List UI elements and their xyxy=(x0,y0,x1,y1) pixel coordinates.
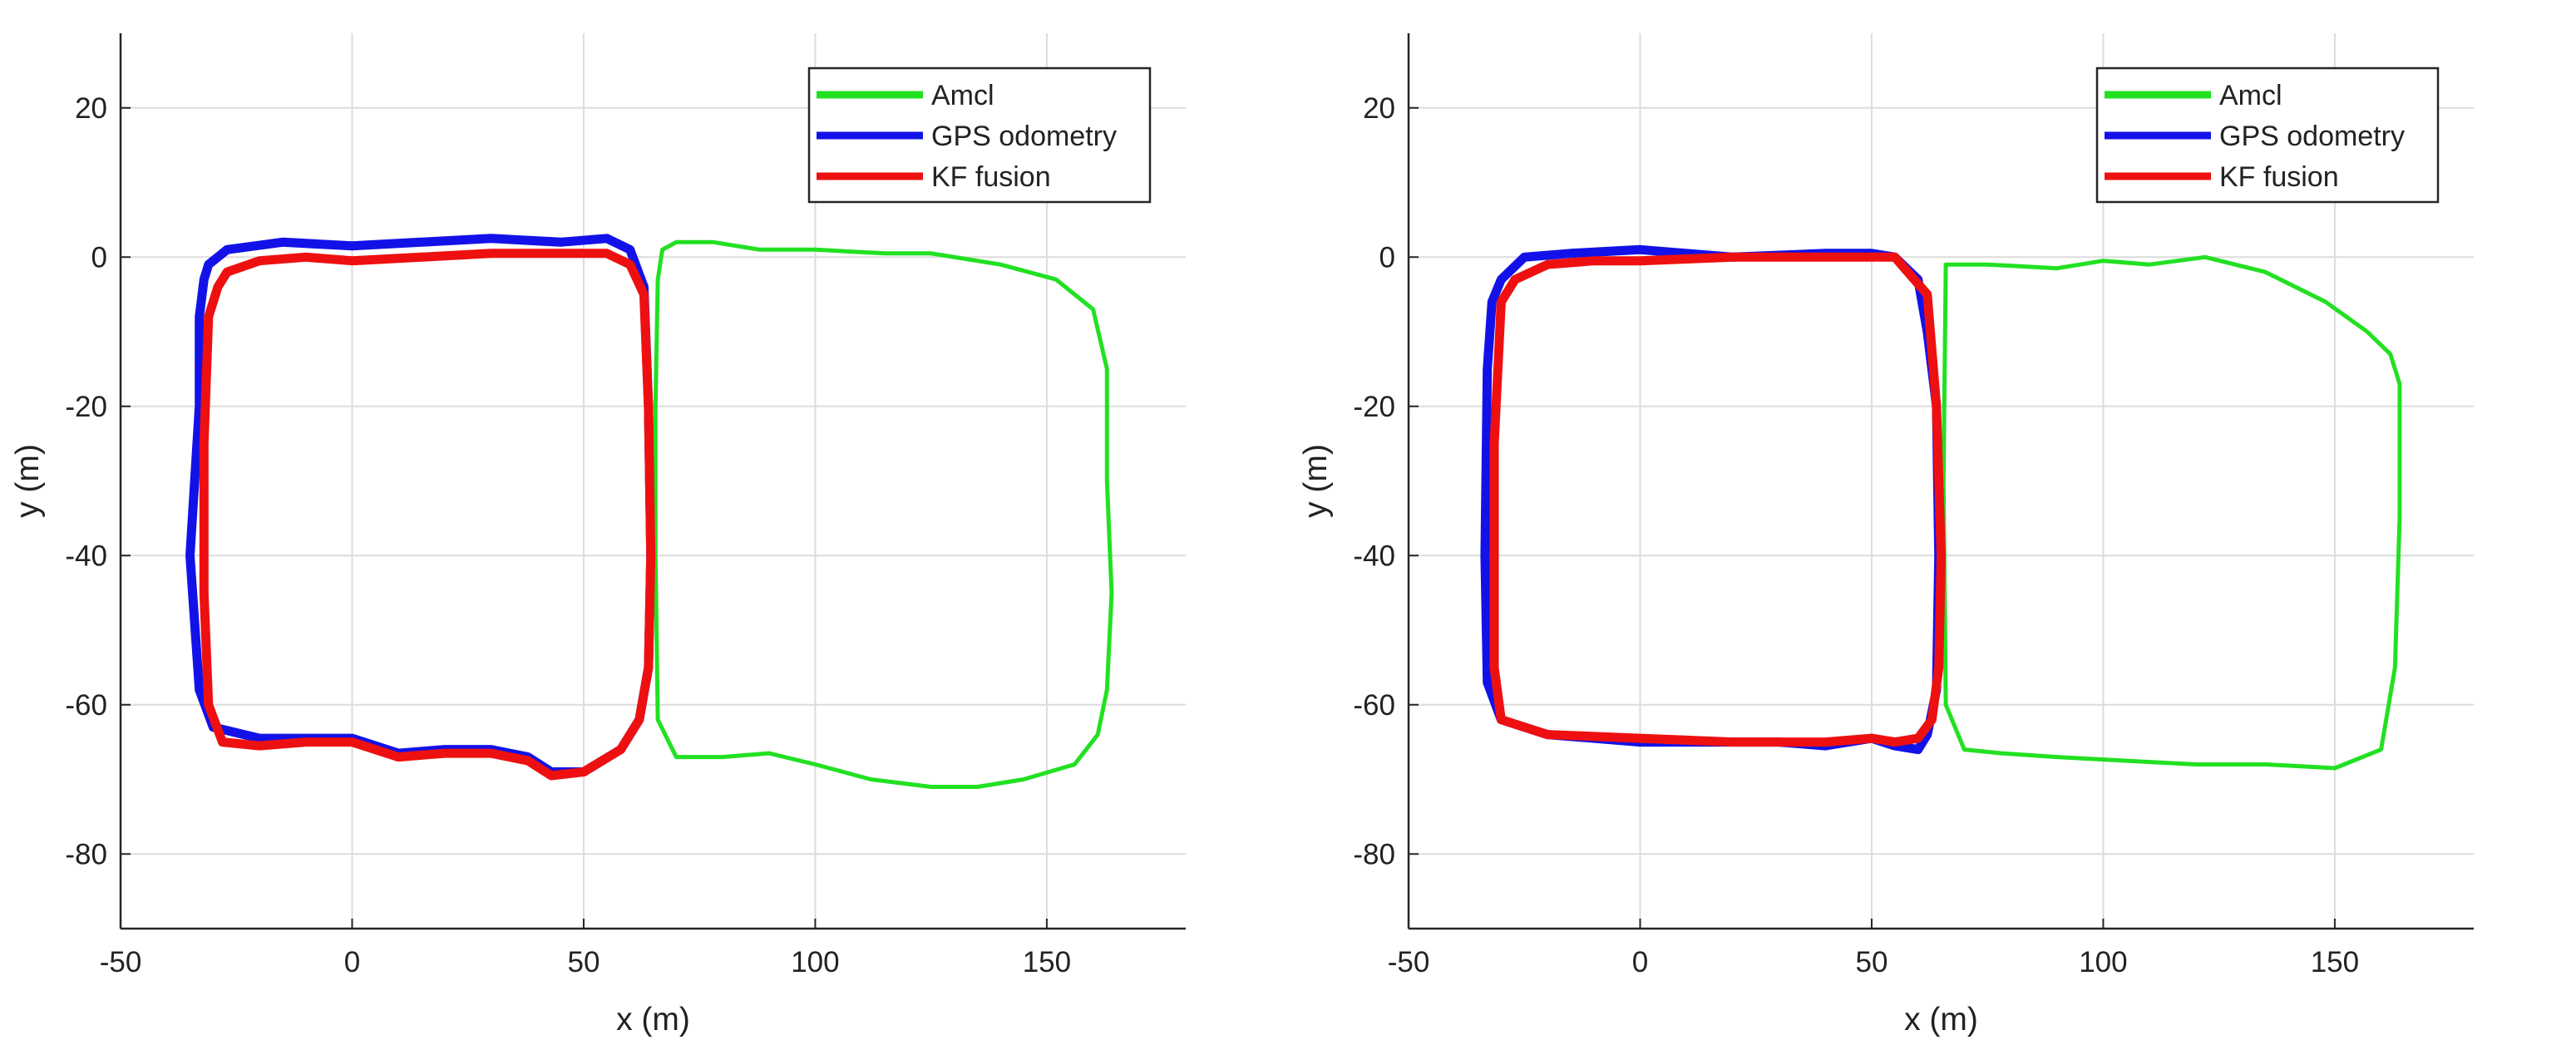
y-tick-label: -60 xyxy=(65,689,107,722)
x-tick-label: -50 xyxy=(100,946,142,978)
series-line-kf-fusion xyxy=(1489,252,1946,747)
y-tick-label: -80 xyxy=(65,838,107,870)
legend: Amcl GPS odometry KF fusion xyxy=(2095,67,2440,204)
legend-label: KF fusion xyxy=(931,161,1051,193)
y-tick-label: 0 xyxy=(91,241,107,274)
x-axis-label: x (m) xyxy=(616,1002,690,1038)
legend-label: KF fusion xyxy=(2219,161,2339,193)
x-tick-label: 50 xyxy=(567,946,600,978)
y-tick-label: -20 xyxy=(1353,391,1395,423)
chart-panel-left: -50 0 50 100 150 20 0 -20 -40 -60 -80 x (m) y (m) Amc… xyxy=(10,33,1186,1038)
legend-label: GPS odometry xyxy=(2219,121,2405,152)
x-tick-label: 0 xyxy=(1632,946,1648,978)
y-tick-label: -60 xyxy=(1353,689,1395,722)
x-tick-label: 150 xyxy=(1023,946,1071,978)
series-lines xyxy=(185,234,1114,789)
legend-label: Amcl xyxy=(2219,80,2282,111)
y-tick-label: -80 xyxy=(1353,838,1395,870)
x-tick-label: 100 xyxy=(2079,946,2127,978)
legend-label: GPS odometry xyxy=(931,121,1117,152)
x-tick-label: 50 xyxy=(1855,946,1888,978)
x-axis-label: x (m) xyxy=(1904,1002,1978,1038)
legend: Amcl GPS odometry KF fusion xyxy=(807,67,1152,204)
series-line-amcl xyxy=(653,239,1114,789)
x-tick-label: 150 xyxy=(2311,946,2359,978)
y-axis-label: y (m) xyxy=(1298,444,1334,518)
legend-label: Amcl xyxy=(931,80,994,111)
x-tick-label: 0 xyxy=(344,946,360,978)
series-line-kf-fusion xyxy=(199,249,656,781)
y-tick-label: -40 xyxy=(65,540,107,572)
y-tick-label: 20 xyxy=(75,92,107,125)
y-axis-label: y (m) xyxy=(10,444,46,518)
y-tick-label: 0 xyxy=(1379,241,1395,274)
series-line-amcl xyxy=(1941,254,2402,771)
x-tick-label: 100 xyxy=(791,946,839,978)
y-tick-label: -40 xyxy=(1353,540,1395,572)
y-tick-label: 20 xyxy=(1363,92,1395,125)
chart-panel-right: -50 0 50 100 150 20 0 -20 -40 -60 -80 x (m) y (m) Amc… xyxy=(1288,0,2576,1040)
x-tick-label: -50 xyxy=(1388,946,1430,978)
series-lines xyxy=(1480,244,2402,771)
y-tick-label: -20 xyxy=(65,391,107,423)
